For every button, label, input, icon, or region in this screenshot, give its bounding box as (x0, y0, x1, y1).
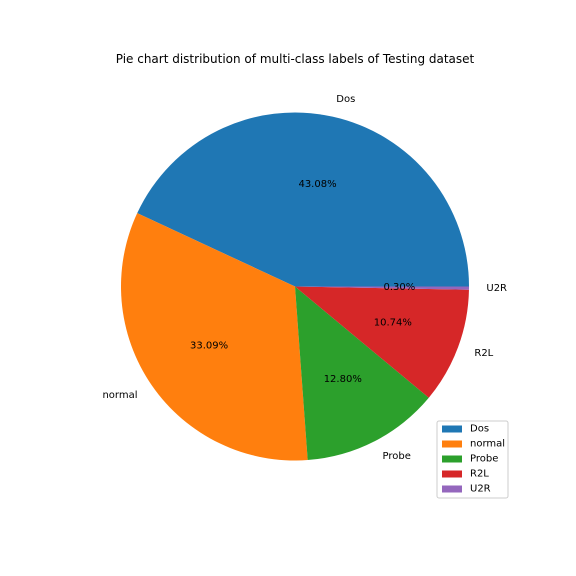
legend: Dos normal Probe R2L U2R (436, 420, 509, 499)
legend-swatch-probe (442, 455, 462, 463)
legend-swatch-dos (442, 425, 462, 433)
slice-label-probe: Probe (383, 451, 411, 462)
legend-frame (436, 420, 509, 499)
pie-slice-normal (120, 213, 308, 461)
pct-label-dos: 43.08% (298, 179, 336, 190)
pct-label-normal: 33.09% (190, 340, 228, 351)
pie-slice-u2r (295, 286, 469, 290)
slice-label-normal: normal (102, 390, 137, 401)
slices-layer (120, 112, 469, 461)
legend-label-normal: normal (470, 439, 505, 450)
slice-label-u2r: U2R (486, 283, 507, 294)
legend-swatch-normal (442, 440, 462, 448)
pie-slice-r2l (295, 286, 469, 398)
pct-label-probe: 12.80% (324, 374, 362, 385)
slice-label-r2l: R2L (474, 348, 493, 359)
legend-label-r2l: R2L (470, 469, 489, 480)
legend-label-probe: Probe (470, 454, 498, 465)
legend-swatch-u2r (442, 485, 462, 493)
labels-layer: Dos 43.08% normal 33.09% Probe 12.80% R2L 10.74… (102, 94, 507, 462)
legend-label-dos: Dos (470, 424, 489, 435)
pie-slice-dos (137, 112, 469, 287)
pct-label-u2r: 0.30% (384, 282, 416, 293)
legend-swatch-r2l (442, 470, 462, 478)
slice-label-dos: Dos (336, 94, 355, 105)
pie-slice-probe (295, 286, 429, 461)
chart-title: Pie chart distribution of multi-class la… (116, 52, 475, 66)
legend-label-u2r: U2R (470, 484, 491, 495)
pct-label-r2l: 10.74% (374, 317, 412, 328)
